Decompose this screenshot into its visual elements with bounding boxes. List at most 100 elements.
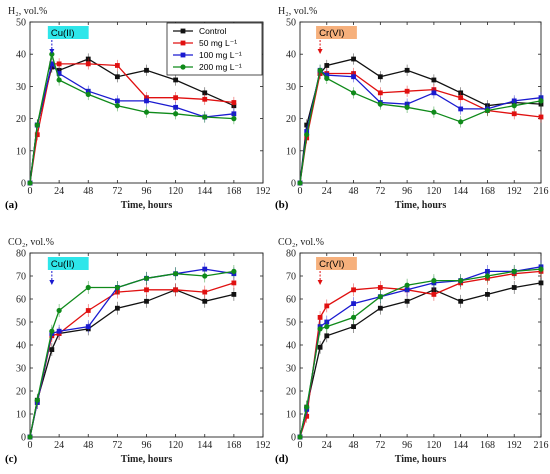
- x-axis-label: Time, hours: [121, 454, 173, 465]
- y-tick-label: 20: [286, 114, 296, 125]
- x-axis-label: Time, hours: [121, 200, 173, 211]
- data-point: [173, 104, 179, 110]
- data-point: [377, 101, 383, 107]
- data-point: [144, 287, 149, 293]
- x-tick-label: 168: [480, 186, 495, 197]
- x-tick-label: 192: [256, 440, 271, 451]
- x-tick-label: 48: [83, 440, 93, 451]
- series-3: [297, 64, 544, 186]
- chart-panel-b: 0 24 48 72 96 120 144 168 192 216 0 10 20 30 40 50 Time,…: [275, 6, 549, 211]
- data-point: [202, 266, 208, 272]
- data-point: [304, 413, 310, 419]
- y-tick-label: 60: [286, 295, 296, 306]
- data-point: [351, 287, 356, 293]
- data-point: [49, 61, 55, 67]
- series-line: [299, 58, 542, 184]
- y-axis-label: H₂, vol.%: [278, 6, 317, 17]
- data-point: [377, 305, 383, 311]
- annotation: Cu(II): [47, 26, 89, 54]
- series-3: [297, 262, 544, 440]
- annotation-box: [47, 26, 89, 39]
- legend-entry-label: 200 mg L⁻¹: [199, 62, 242, 72]
- annotation-label: Cr(VI): [319, 28, 344, 39]
- data-point: [317, 67, 323, 73]
- data-point: [114, 63, 120, 68]
- data-point: [56, 77, 62, 83]
- y-tick-label: 20: [16, 114, 26, 125]
- data-point: [56, 307, 62, 314]
- data-point: [231, 100, 237, 105]
- data-point: [144, 98, 149, 104]
- y-tick-label: 50: [16, 18, 26, 29]
- data-point: [324, 333, 330, 339]
- data-point: [511, 111, 517, 117]
- data-point: [202, 289, 208, 295]
- data-point: [317, 315, 323, 320]
- data-point: [85, 308, 91, 313]
- y-tick-label: 40: [16, 341, 26, 352]
- legend-swatch-marker: [180, 40, 186, 46]
- data-point: [458, 106, 464, 112]
- data-point: [431, 292, 437, 297]
- panel-label: (d): [275, 453, 289, 465]
- x-tick-label: 216: [534, 186, 549, 197]
- y-tick-label: 10: [286, 146, 296, 157]
- y-tick-label: 40: [286, 341, 296, 352]
- x-tick-label: 96: [402, 440, 412, 451]
- data-point: [484, 107, 491, 114]
- legend-entry-label: 50 mg L⁻¹: [199, 38, 237, 48]
- data-point: [324, 324, 330, 330]
- data-point: [173, 95, 179, 101]
- annotation-arrow-head: [49, 49, 55, 54]
- data-point: [114, 74, 120, 80]
- x-tick-label: 144: [197, 186, 212, 197]
- series-1: [297, 264, 544, 440]
- data-point: [458, 95, 464, 101]
- x-tick-label: 120: [426, 440, 441, 451]
- data-point: [85, 61, 91, 67]
- data-point: [317, 326, 323, 332]
- data-point: [304, 122, 310, 128]
- x-tick-label: 216: [534, 440, 549, 451]
- panel-label: (b): [275, 199, 289, 211]
- x-tick-label: 144: [197, 440, 212, 451]
- data-point: [27, 180, 33, 186]
- data-point: [85, 91, 91, 98]
- series-line: [29, 289, 235, 438]
- series-line: [29, 63, 234, 184]
- data-point: [485, 292, 490, 297]
- chart-panel-c: 0 24 48 72 96 120 144 168 192 0 10 20 30 40 50 60 70 80 Ti…: [5, 237, 271, 465]
- data-point: [324, 63, 330, 68]
- y-tick-label: 30: [286, 82, 296, 93]
- data-point: [538, 114, 544, 120]
- data-point: [377, 90, 383, 96]
- panel-label: (c): [5, 453, 18, 465]
- data-point: [484, 273, 491, 279]
- x-tick-label: 0: [298, 186, 303, 197]
- series-2: [297, 260, 544, 440]
- data-point: [34, 122, 40, 128]
- data-point: [511, 268, 517, 274]
- data-point: [404, 298, 410, 304]
- data-point: [202, 96, 208, 102]
- x-tick-label: 120: [426, 186, 441, 197]
- annotation: Cr(VI): [316, 257, 357, 285]
- y-tick-label: 10: [16, 410, 26, 421]
- data-point: [49, 328, 55, 334]
- series-line: [299, 68, 542, 184]
- data-point: [431, 90, 437, 96]
- y-tick-label: 0: [291, 179, 296, 190]
- y-tick-label: 0: [291, 433, 296, 444]
- data-point: [85, 284, 91, 291]
- x-tick-label: 168: [226, 440, 241, 451]
- annotation: Cr(VI): [316, 26, 357, 54]
- y-tick-label: 40: [16, 50, 26, 61]
- series-line: [29, 270, 235, 438]
- annotation-arrow-head: [317, 49, 323, 54]
- x-tick-label: 72: [112, 440, 122, 451]
- annotation: Cu(II): [47, 257, 89, 285]
- data-point: [304, 404, 310, 410]
- data-point: [377, 74, 383, 80]
- data-point: [56, 71, 62, 76]
- y-tick-label: 80: [16, 249, 26, 260]
